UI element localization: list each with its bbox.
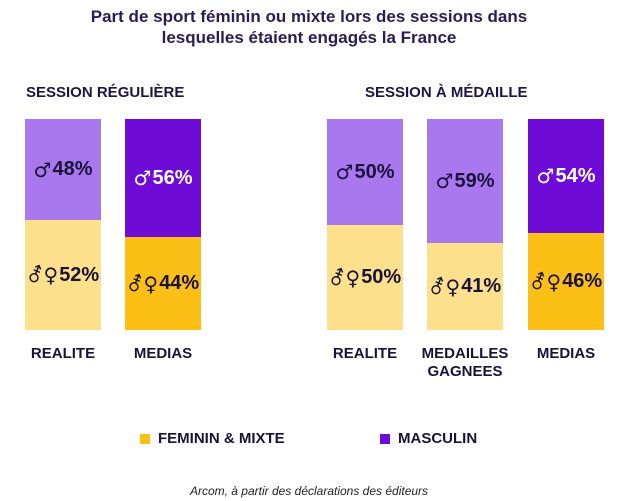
bar-1-2: ♂ 54% ⚦♀ 46% <box>528 119 604 330</box>
male-symbol-icon: ♂ <box>435 169 454 193</box>
bar-1-0: ♂ 50% ⚦♀ 50% <box>327 119 403 330</box>
bar-segment-masculin: ♂ 54% <box>528 119 604 233</box>
data-label-feminin-mixte: 41% <box>461 275 502 297</box>
legend-item-masculin: MASCULIN <box>380 430 477 447</box>
bar-0-1: ♂ 56% ⚦♀ 44% <box>125 119 201 330</box>
bar-segment-masculin: ♂ 50% <box>327 119 403 225</box>
bar-segment-feminin-mixte: ⚦♀ 50% <box>327 225 403 330</box>
legend-label-feminin-mixte: FEMININ & MIXTE <box>158 430 285 447</box>
mixed-gender-symbol-icon: ⚦♀ <box>428 274 461 299</box>
male-symbol-icon: ♂ <box>133 166 152 190</box>
group-title-session-reguliere: SESSION RÉGULIÈRE <box>26 84 185 101</box>
data-label-masculin: 50% <box>354 160 395 183</box>
chart-title-line-2: lesquelles étaient engagés la France <box>161 28 457 47</box>
male-symbol-icon: ♂ <box>33 157 52 182</box>
bar-segment-feminin-mixte: ⚦♀ 52% <box>25 220 101 330</box>
bar-0-0: ♂ 48% ⚦♀ 52% <box>25 119 101 330</box>
bar-segment-feminin-mixte: ⚦♀ 41% <box>427 243 503 330</box>
data-label-feminin-mixte: 50% <box>361 266 402 288</box>
category-label-line: MEDAILLES <box>421 345 509 362</box>
bar-1-1: ♂ 59% ⚦♀ 41% <box>427 119 503 330</box>
category-label: MEDAILLES GAGNEES <box>405 345 525 381</box>
male-symbol-icon: ♂ <box>335 160 354 184</box>
source-note: Arcom, à partir des déclarations des édi… <box>189 484 429 498</box>
legend-swatch-masculin <box>380 433 390 444</box>
mixed-gender-symbol-icon: ⚦♀ <box>26 263 59 287</box>
category-label-line: MEDIAS <box>133 345 193 362</box>
legend-swatch-feminin-mixte <box>140 433 150 444</box>
bar-segment-masculin: ♂ 56% <box>125 119 201 237</box>
data-label-masculin: 56% <box>152 166 193 189</box>
mixed-gender-symbol-icon: ⚦♀ <box>529 269 562 294</box>
mixed-gender-symbol-icon: ⚦♀ <box>328 265 361 290</box>
category-label-line: REALITE <box>30 345 96 362</box>
legend-label-masculin: MASCULIN <box>398 430 478 447</box>
category-label-line: GAGNEES <box>427 363 503 380</box>
category-label-line: MEDIAS <box>536 345 596 362</box>
group-title-session-medaille: SESSION À MÉDAILLE <box>365 84 528 101</box>
data-label-feminin-mixte: 46% <box>562 270 603 292</box>
bar-segment-masculin: ♂ 59% <box>427 119 503 243</box>
data-label-masculin: 48% <box>52 158 93 180</box>
bar-segment-feminin-mixte: ⚦♀ 44% <box>125 237 201 330</box>
data-label-masculin: 54% <box>555 164 596 187</box>
chart-title-line-1: Part de sport féminin ou mixte lors des … <box>90 7 528 26</box>
category-label: REALITE <box>3 345 123 363</box>
legend-item-feminin-mixte: FEMININ & MIXTE <box>140 430 285 447</box>
bar-segment-masculin: ♂ 48% <box>25 119 101 220</box>
male-symbol-icon: ♂ <box>536 164 555 188</box>
category-label: REALITE <box>305 345 425 363</box>
mixed-gender-symbol-icon: ⚦♀ <box>126 271 159 296</box>
bar-segment-feminin-mixte: ⚦♀ 46% <box>528 233 604 330</box>
chart-title: Part de sport féminin ou mixte lors des … <box>0 6 618 48</box>
category-label: MEDIAS <box>103 345 223 363</box>
data-label-feminin-mixte: 52% <box>59 263 100 286</box>
data-label-masculin: 59% <box>454 169 495 192</box>
category-label: MEDIAS <box>506 345 618 363</box>
category-label-line: REALITE <box>332 345 398 362</box>
data-label-feminin-mixte: 44% <box>159 272 200 294</box>
